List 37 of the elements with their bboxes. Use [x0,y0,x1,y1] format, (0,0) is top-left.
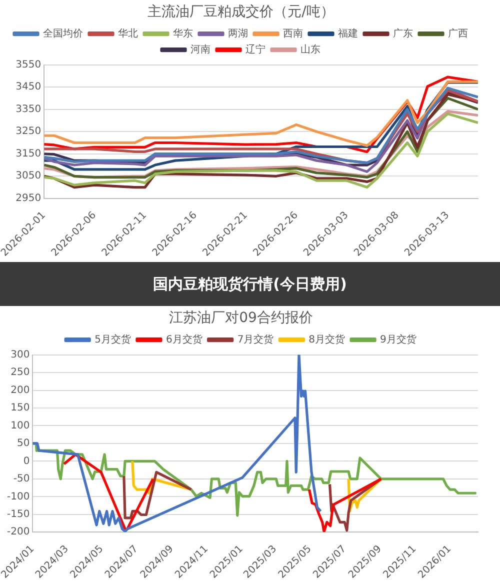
legend-label: 全国均价 [43,27,83,40]
y-tick-label: 200 [10,384,30,396]
legend-label: 辽宁 [246,43,266,56]
y-tick-label: -200 [6,526,30,538]
legend-label: 华东 [173,27,193,40]
legend-label: 6月交货 [166,333,202,346]
text: 国内豆粕现货行情(今日费用) [0,262,500,306]
y-tick-label: 300 [10,349,30,360]
chart-title: 主流油厂豆粕成交价（元/吨） [148,4,334,20]
chart-title: 江苏油厂对09合约报价 [169,310,313,326]
legend-label: 5月交货 [94,333,131,346]
y-tick-label: 50 [16,438,30,450]
y-tick-label: 2950 [16,193,42,204]
legend-label: 9月交货 [380,333,416,346]
legend-label: 华北 [118,27,138,40]
legend-label: 广西 [448,27,468,40]
y-tick-label: 3150 [16,148,42,160]
y-tick-label: 150 [10,402,30,414]
y-tick-label: 3050 [16,170,42,182]
y-tick-label: 250 [10,367,30,378]
y-tick-label: 3550 [16,59,42,70]
legend-label: 西南 [283,27,303,40]
legend-label: 福建 [338,27,358,40]
y-tick-label: 100 [10,420,30,432]
y-tick-label: 3450 [16,82,42,93]
legend-label: 8月交货 [308,333,346,346]
y-tick-label: -50 [13,474,30,485]
y-tick-label: -100 [6,491,30,502]
legend-label: 7月交货 [237,333,274,346]
y-tick-label: -150 [6,509,30,520]
y-tick-label: 3250 [16,126,42,138]
y-tick-label: 0 [23,456,30,467]
legend-label: 两湖 [228,27,248,40]
legend-label: 山东 [300,43,320,56]
y-tick-label: 3350 [16,104,42,115]
legend-label: 河南 [190,43,210,56]
legend-label: 广东 [393,27,413,40]
